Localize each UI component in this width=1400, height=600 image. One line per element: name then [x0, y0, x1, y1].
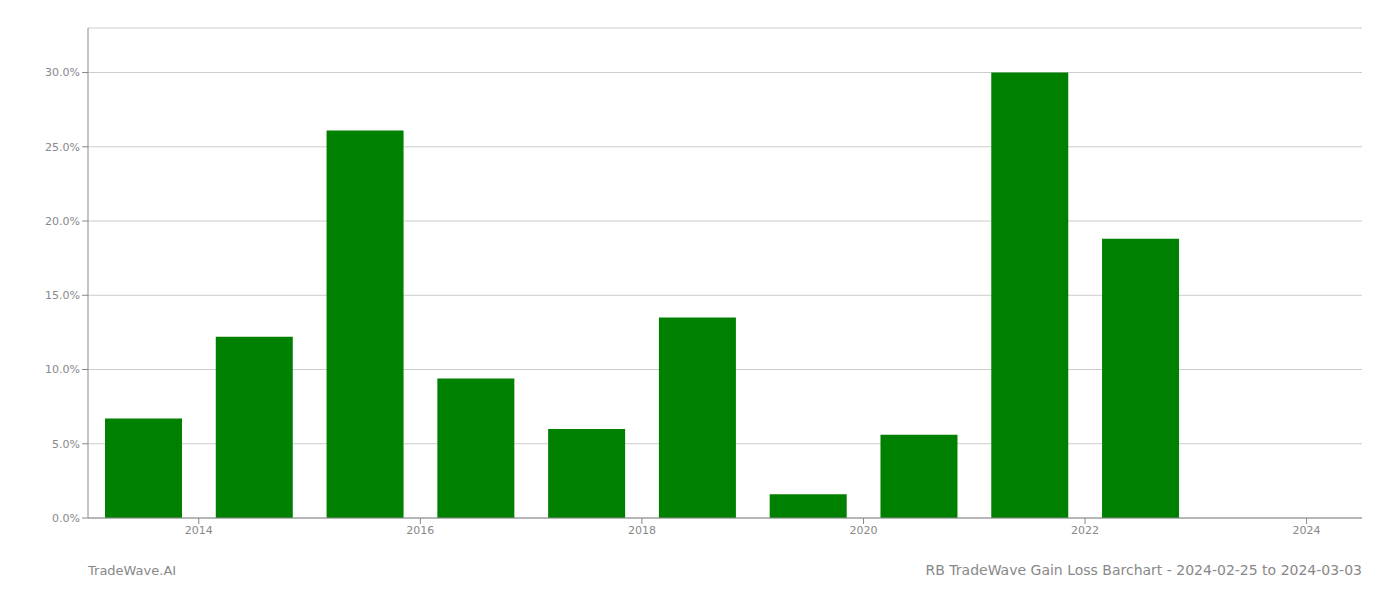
- svg-text:2018: 2018: [628, 524, 656, 537]
- svg-text:2014: 2014: [185, 524, 213, 537]
- html-text:TradeWave.AI: TradeWave.AI: [88, 563, 177, 578]
- html-text:RB TradeWave Gain Loss Barchar: RB TradeWave Gain Loss Barchart - 2024-0…: [925, 562, 1362, 578]
- svg-text:30.0%: 30.0%: [45, 66, 80, 79]
- svg-text:2020: 2020: [849, 524, 877, 537]
- svg-text:2024: 2024: [1293, 524, 1321, 537]
- svg-text:0.0%: 0.0%: [52, 512, 80, 525]
- svg-text:20.0%: 20.0%: [45, 215, 80, 228]
- svg-text:15.0%: 15.0%: [45, 289, 80, 302]
- svg-text:5.0%: 5.0%: [52, 438, 80, 451]
- svg-text:2016: 2016: [406, 524, 434, 537]
- svg-text:25.0%: 25.0%: [45, 141, 80, 154]
- svg-text:2022: 2022: [1071, 524, 1099, 537]
- svg-text:10.0%: 10.0%: [45, 363, 80, 376]
